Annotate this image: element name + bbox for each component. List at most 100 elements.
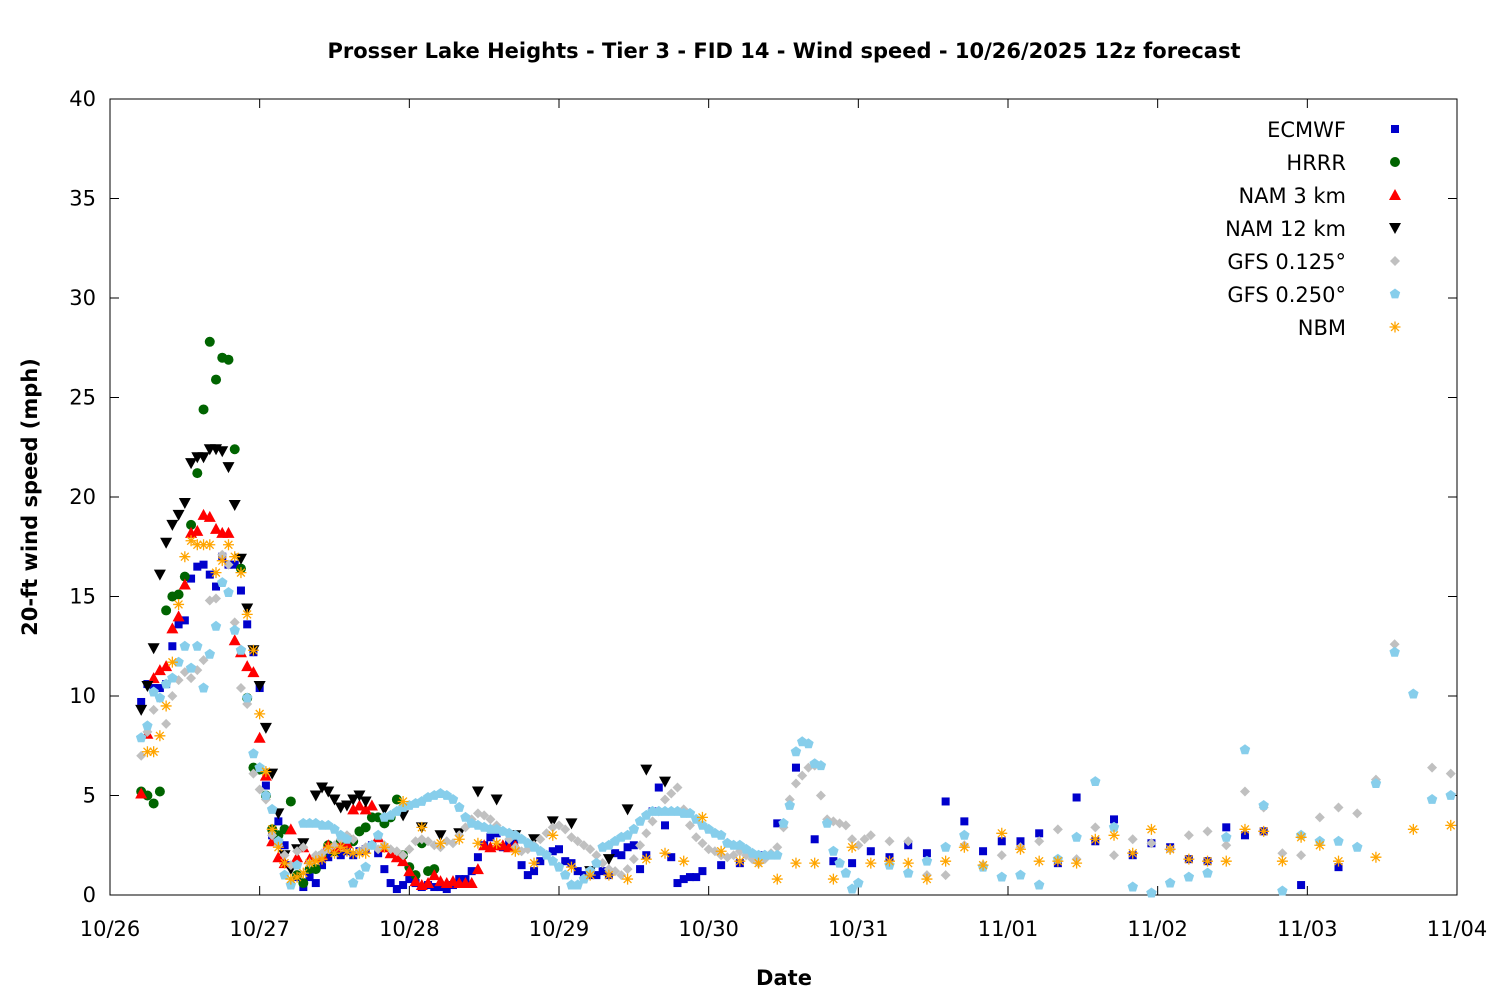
gfs-0-250-point (210, 620, 222, 631)
gfs-0-125-point (1090, 822, 1101, 833)
gfs-0-250-point (834, 857, 845, 868)
nam-12-km-point (565, 818, 578, 830)
nbm-point (921, 873, 933, 885)
nbm-point (603, 869, 615, 881)
y-tick-label: 40 (69, 87, 96, 111)
ecmwf-point (617, 851, 626, 860)
ecmwf-point (685, 873, 694, 882)
nam-3-km-point (222, 526, 235, 538)
nam-12-km-point (160, 537, 173, 549)
nbm-point (1314, 839, 1326, 851)
gfs-0-250-point (229, 624, 240, 635)
gfs-0-250-point (1389, 646, 1400, 657)
nbm-point (1370, 851, 1382, 863)
nam-12-km-point (316, 782, 329, 794)
nbm-point (846, 841, 858, 853)
hrrr-point (360, 822, 371, 833)
legend-label: GFS 0.250° (1227, 283, 1346, 307)
nbm-point (1145, 823, 1157, 835)
nbm-point (191, 539, 203, 551)
gfs-0-125-point (697, 838, 708, 849)
gfs-0-125-point (903, 836, 914, 847)
gfs-0-125-point (865, 830, 876, 841)
y-tick-label: 20 (69, 485, 96, 509)
ecmwf-point (997, 837, 1006, 846)
hrrr-point (192, 468, 203, 479)
x-axis-label: Date (756, 966, 812, 990)
series-hrrr (136, 336, 440, 889)
nam-12-km-point (434, 830, 447, 842)
nbm-point (1276, 855, 1288, 867)
y-tick-label: 15 (69, 585, 96, 609)
nam-12-km-point (172, 509, 185, 521)
ecmwf-point (137, 697, 146, 706)
nbm-point (884, 855, 896, 867)
nam-3-km-point (347, 803, 360, 815)
gfs-0-250-point (1445, 790, 1456, 800)
legend-item-hrrr: HRRR (1286, 151, 1400, 175)
series-nbm (141, 535, 1457, 885)
gfs-0-125-point (691, 832, 702, 843)
y-axis-label: 20-ft wind speed (mph) (18, 358, 42, 636)
nam-12-km-point (621, 804, 634, 816)
gfs-0-125-point (847, 834, 858, 845)
gfs-0-125-point (572, 836, 583, 847)
gfs-0-125-point (641, 828, 652, 839)
gfs-0-250-point (1108, 821, 1120, 832)
nbm-point (902, 857, 914, 869)
gfs-0-250-point (254, 762, 265, 773)
gfs-0-250-point (828, 845, 839, 856)
ecmwf-point (467, 867, 476, 876)
nam-3-km-point (135, 787, 148, 799)
nam-3-km-point (409, 875, 422, 887)
gfs-0-125-point (186, 673, 197, 684)
ecmwf-point (193, 562, 202, 571)
gfs-0-125-point (1109, 850, 1120, 861)
gfs-0-125-point (1314, 812, 1325, 823)
ecmwf-point (629, 841, 638, 850)
nam-12-km-point (309, 790, 322, 802)
nbm-point (1183, 853, 1195, 865)
x-tick-label: 11/01 (978, 917, 1039, 941)
gfs-0-125-point (535, 834, 546, 845)
ecmwf-point (199, 560, 208, 569)
ecmwf-point (436, 883, 445, 892)
legend-item-ecmwf: ECMWF (1267, 118, 1399, 142)
nbm-point (1258, 825, 1270, 837)
gfs-0-125-point (1427, 762, 1438, 773)
nbm-point (279, 857, 291, 869)
legend-item-nam-3-km: NAM 3 km (1238, 184, 1401, 208)
nbm-point (247, 644, 259, 656)
gfs-0-250-point (217, 577, 228, 587)
ecmwf-point (236, 586, 245, 595)
gfs-0-250-point (447, 794, 459, 804)
nam-12-km-point (197, 452, 210, 464)
gfs-0-250-point (1033, 879, 1045, 890)
legend-item-nam-12-km: NAM 12 km (1225, 217, 1401, 241)
gfs-0-250-point (291, 859, 303, 870)
gfs-0-250-point (372, 829, 384, 840)
gfs-0-250-point (154, 692, 166, 703)
hrrr-point (161, 605, 172, 616)
nbm-point (1407, 823, 1419, 835)
ecmwf-point (174, 620, 183, 629)
nbm-point (360, 847, 372, 859)
nam-12-km-point (546, 816, 559, 828)
nam-3-km-point (390, 851, 403, 863)
ecmwf-point (979, 847, 988, 856)
nbm-point (678, 855, 690, 867)
nam-3-km-point (172, 610, 185, 622)
nam-3-km-point (422, 877, 435, 889)
gfs-0-125-point (672, 782, 683, 793)
y-tick-label: 10 (69, 684, 96, 708)
gfs-0-125-point (647, 816, 658, 827)
gfs-0-125-point (628, 854, 639, 865)
ecmwf-point (205, 570, 214, 579)
ecmwf-point (654, 783, 663, 792)
nam-12-km-point (141, 681, 154, 693)
series-gfs-0-250 (135, 577, 1456, 898)
nbm-point (771, 873, 783, 885)
nam-12-km-point (353, 790, 366, 802)
hrrr-point (223, 354, 234, 365)
gfs-0-250-point (248, 748, 259, 759)
